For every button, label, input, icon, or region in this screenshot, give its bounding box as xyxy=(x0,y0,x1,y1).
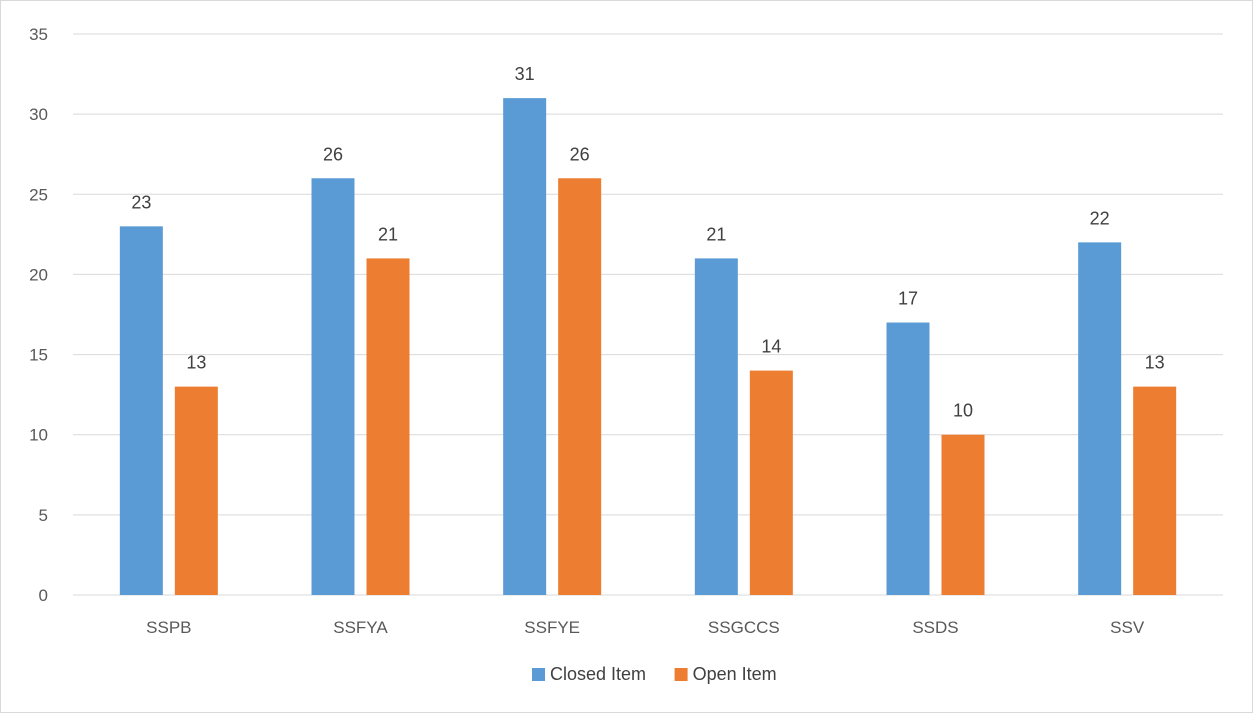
gridlines xyxy=(73,33,1223,596)
y-tick-label: 10 xyxy=(29,426,48,445)
data-label: 17 xyxy=(898,289,918,309)
x-axis-ticks: SSPB SSFYA SSFYE SSGCCS SSDS SSV xyxy=(146,618,1145,637)
data-label: 13 xyxy=(186,353,206,373)
y-axis-ticks: 0 5 10 15 20 25 30 35 xyxy=(29,25,48,605)
bar-closed-item-ssfye xyxy=(503,98,547,595)
bar-open-item-ssv xyxy=(1133,386,1177,595)
legend: Closed Item Open Item xyxy=(532,664,777,684)
bar-open-item-ssfya xyxy=(366,258,410,595)
x-tick-label: SSV xyxy=(1110,618,1145,637)
legend-label: Open Item xyxy=(693,664,777,684)
data-labels: 23 13 26 21 31 26 21 14 17 10 22 13 xyxy=(131,64,1164,421)
data-label: 26 xyxy=(323,144,343,164)
y-tick-label: 0 xyxy=(39,586,48,605)
y-tick-label: 25 xyxy=(29,185,48,204)
y-tick-label: 15 xyxy=(29,346,48,365)
y-tick-label: 20 xyxy=(29,265,48,284)
bar-open-item-ssgccs xyxy=(749,370,793,595)
bar-closed-item-sspb xyxy=(119,226,163,596)
data-label: 21 xyxy=(706,224,726,244)
data-label: 10 xyxy=(953,401,973,421)
x-tick-label: SSDS xyxy=(912,618,958,637)
data-label: 21 xyxy=(378,224,398,244)
data-label: 26 xyxy=(570,144,590,164)
y-tick-label: 5 xyxy=(39,506,48,525)
bars xyxy=(119,98,1177,596)
x-tick-label: SSFYA xyxy=(333,618,388,637)
bar-closed-item-ssfya xyxy=(311,178,355,595)
data-label: 31 xyxy=(515,64,535,84)
bar-open-item-sspb xyxy=(174,386,218,595)
x-tick-label: SSPB xyxy=(146,618,191,637)
bar-closed-item-ssv xyxy=(1078,242,1122,595)
bar-open-item-ssds xyxy=(941,434,985,595)
x-tick-label: SSFYE xyxy=(524,618,580,637)
y-tick-label: 30 xyxy=(29,105,48,124)
data-label: 14 xyxy=(761,337,781,357)
y-tick-label: 35 xyxy=(29,25,48,44)
data-label: 23 xyxy=(131,192,151,212)
bar-open-item-ssfye xyxy=(558,178,602,595)
data-label: 13 xyxy=(1145,353,1165,373)
legend-swatch-open-item xyxy=(674,668,688,681)
legend-swatch-closed-item xyxy=(532,668,545,681)
legend-label: Closed Item xyxy=(550,664,646,684)
x-tick-label: SSGCCS xyxy=(708,618,780,637)
data-label: 22 xyxy=(1090,208,1110,228)
bar-closed-item-ssgccs xyxy=(694,258,738,595)
bar-closed-item-ssds xyxy=(886,322,930,595)
